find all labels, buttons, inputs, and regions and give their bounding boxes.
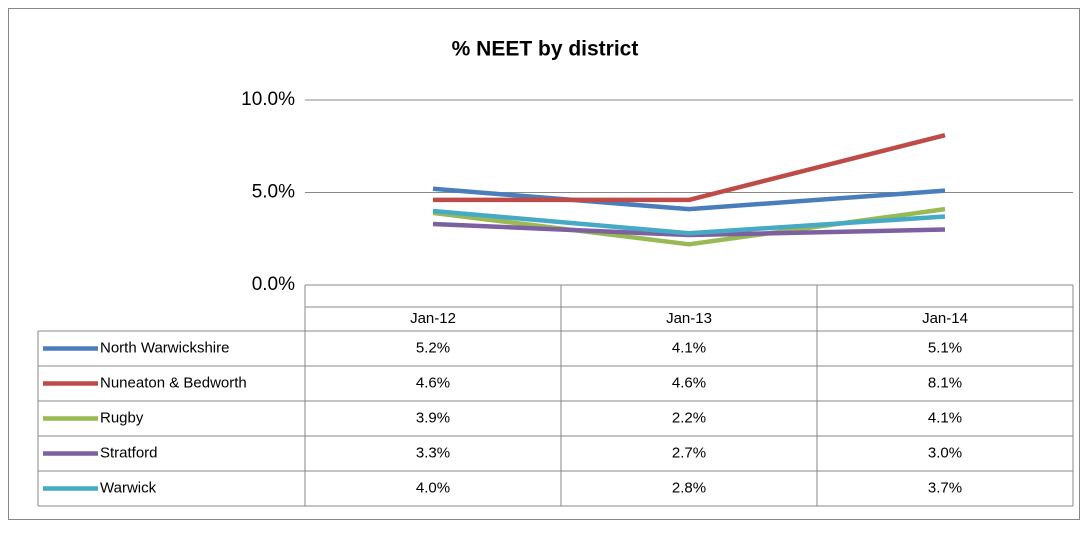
data-label: 3.9% bbox=[416, 409, 450, 426]
legend-label: North Warwickshire bbox=[100, 339, 229, 356]
data-label: 5.1% bbox=[928, 339, 962, 356]
legend-label: Stratford bbox=[100, 444, 158, 461]
chart-border bbox=[8, 8, 1080, 520]
data-label: 5.2% bbox=[416, 339, 450, 356]
x-tick-label: Jan-13 bbox=[666, 310, 712, 327]
legend-label: Warwick bbox=[100, 479, 157, 496]
data-label: 4.0% bbox=[416, 479, 450, 496]
series-line bbox=[432, 208, 946, 236]
data-label: 2.2% bbox=[672, 409, 706, 426]
chart-title: % NEET by district bbox=[452, 38, 639, 61]
x-tick-label: Jan-14 bbox=[922, 310, 968, 327]
data-label: 2.7% bbox=[672, 444, 706, 461]
x-tick-label: Jan-12 bbox=[410, 310, 456, 327]
legend-label: Rugby bbox=[100, 409, 144, 426]
y-tick-label: 5.0% bbox=[252, 182, 295, 203]
legend-label: Nuneaton & Bedworth bbox=[100, 374, 247, 391]
data-label: 3.3% bbox=[416, 444, 450, 461]
series-line bbox=[432, 186, 946, 212]
y-tick-label: 0.0% bbox=[252, 274, 295, 295]
data-label: 4.1% bbox=[672, 339, 706, 356]
data-label: 4.6% bbox=[672, 374, 706, 391]
data-label: 3.7% bbox=[928, 479, 962, 496]
data-label: 2.8% bbox=[672, 479, 706, 496]
y-tick-label: 10.0% bbox=[241, 89, 295, 110]
data-label: 3.0% bbox=[928, 444, 962, 461]
data-label: 8.1% bbox=[928, 374, 962, 391]
data-label: 4.6% bbox=[416, 374, 450, 391]
data-label: 4.1% bbox=[928, 409, 962, 426]
series-line bbox=[433, 132, 946, 203]
